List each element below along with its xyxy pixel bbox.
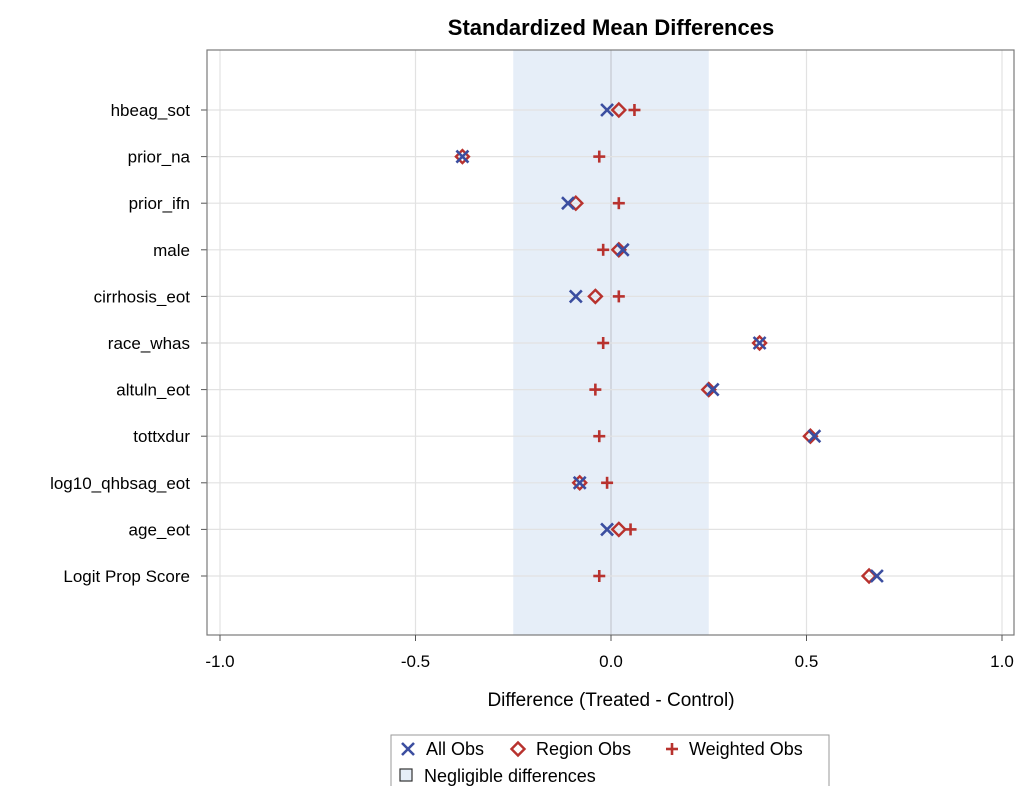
data-point bbox=[601, 476, 614, 489]
data-point bbox=[593, 430, 606, 443]
y-tick-label: prior_ifn bbox=[129, 194, 190, 213]
marker-stroke bbox=[600, 103, 615, 117]
data-point bbox=[568, 289, 583, 304]
data-point bbox=[572, 475, 587, 490]
y-tick-label: tottxdur bbox=[133, 427, 190, 446]
legend-marker bbox=[666, 743, 678, 755]
marker-stroke bbox=[705, 382, 720, 397]
data-point bbox=[597, 337, 610, 349]
series-x bbox=[455, 103, 884, 583]
data-point bbox=[615, 242, 630, 257]
y-tick-label: age_eot bbox=[129, 520, 191, 539]
y-tick-label: male bbox=[153, 241, 190, 260]
marker-stroke bbox=[869, 569, 884, 583]
legend-label: Weighted Obs bbox=[689, 739, 803, 759]
data-point bbox=[751, 334, 768, 352]
legend-item: Weighted Obs bbox=[666, 739, 803, 759]
marker-stroke bbox=[401, 742, 415, 756]
x-axis-label: Difference (Treated - Control) bbox=[487, 690, 734, 711]
x-tick-label: -1.0 bbox=[205, 652, 234, 671]
legend-marker bbox=[401, 742, 415, 756]
marker-stroke bbox=[561, 196, 575, 211]
legend-item: All Obs bbox=[401, 739, 484, 759]
y-tick-label: altuln_eot bbox=[116, 381, 190, 400]
marker-stroke bbox=[572, 475, 587, 490]
y-tick-label: cirrhosis_eot bbox=[94, 287, 191, 306]
x-tick-label: -0.5 bbox=[401, 652, 430, 671]
legend: All Obs Region Obs Weighted Obs Negligible … bbox=[390, 734, 830, 786]
data-point bbox=[628, 104, 641, 116]
marker-stroke bbox=[600, 522, 615, 537]
data-point bbox=[869, 569, 884, 583]
legend-marker bbox=[509, 740, 527, 758]
series-plus bbox=[589, 104, 641, 582]
marker-stroke bbox=[568, 289, 583, 304]
data-point bbox=[610, 101, 628, 119]
data-point bbox=[589, 383, 602, 396]
y-tick-label: prior_na bbox=[128, 148, 191, 167]
data-point bbox=[454, 148, 471, 165]
legend-label: Region Obs bbox=[536, 739, 631, 759]
data-point bbox=[455, 149, 470, 164]
data-point bbox=[587, 288, 604, 305]
marker-stroke bbox=[807, 429, 822, 444]
data-point bbox=[561, 196, 575, 211]
legend-label: Negligible differences bbox=[424, 766, 596, 786]
data-point bbox=[752, 336, 767, 350]
legend-item: Negligible differences bbox=[399, 766, 596, 786]
data-point bbox=[612, 197, 625, 210]
data-point bbox=[600, 103, 615, 117]
data-point bbox=[612, 290, 625, 303]
data-point bbox=[593, 150, 606, 163]
legend-label: All Obs bbox=[426, 739, 484, 759]
y-tick-label: race_whas bbox=[108, 334, 190, 353]
y-tick-label: hbeag_sot bbox=[111, 101, 191, 120]
data-point bbox=[593, 570, 606, 582]
legend-item: Region Obs bbox=[509, 739, 631, 759]
x-tick-label: 0.0 bbox=[599, 652, 623, 671]
x-tick-label: 1.0 bbox=[990, 652, 1014, 671]
y-tick-label: log10_qhbsag_eot bbox=[50, 474, 190, 493]
data-point bbox=[600, 522, 615, 537]
marker-stroke bbox=[455, 149, 470, 164]
legend-frame bbox=[390, 734, 830, 786]
data-point bbox=[705, 382, 720, 397]
legend-band-swatch bbox=[399, 768, 413, 782]
data-point bbox=[610, 521, 628, 538]
data-point bbox=[807, 429, 822, 444]
marker-stroke bbox=[752, 336, 767, 350]
x-tick-label: 0.5 bbox=[795, 652, 819, 671]
marker-stroke bbox=[615, 242, 630, 257]
data-point bbox=[571, 474, 588, 491]
y-tick-label: Logit Prop Score bbox=[63, 567, 190, 586]
chart-title: Standardized Mean Differences bbox=[448, 15, 774, 40]
data-point bbox=[597, 243, 610, 256]
